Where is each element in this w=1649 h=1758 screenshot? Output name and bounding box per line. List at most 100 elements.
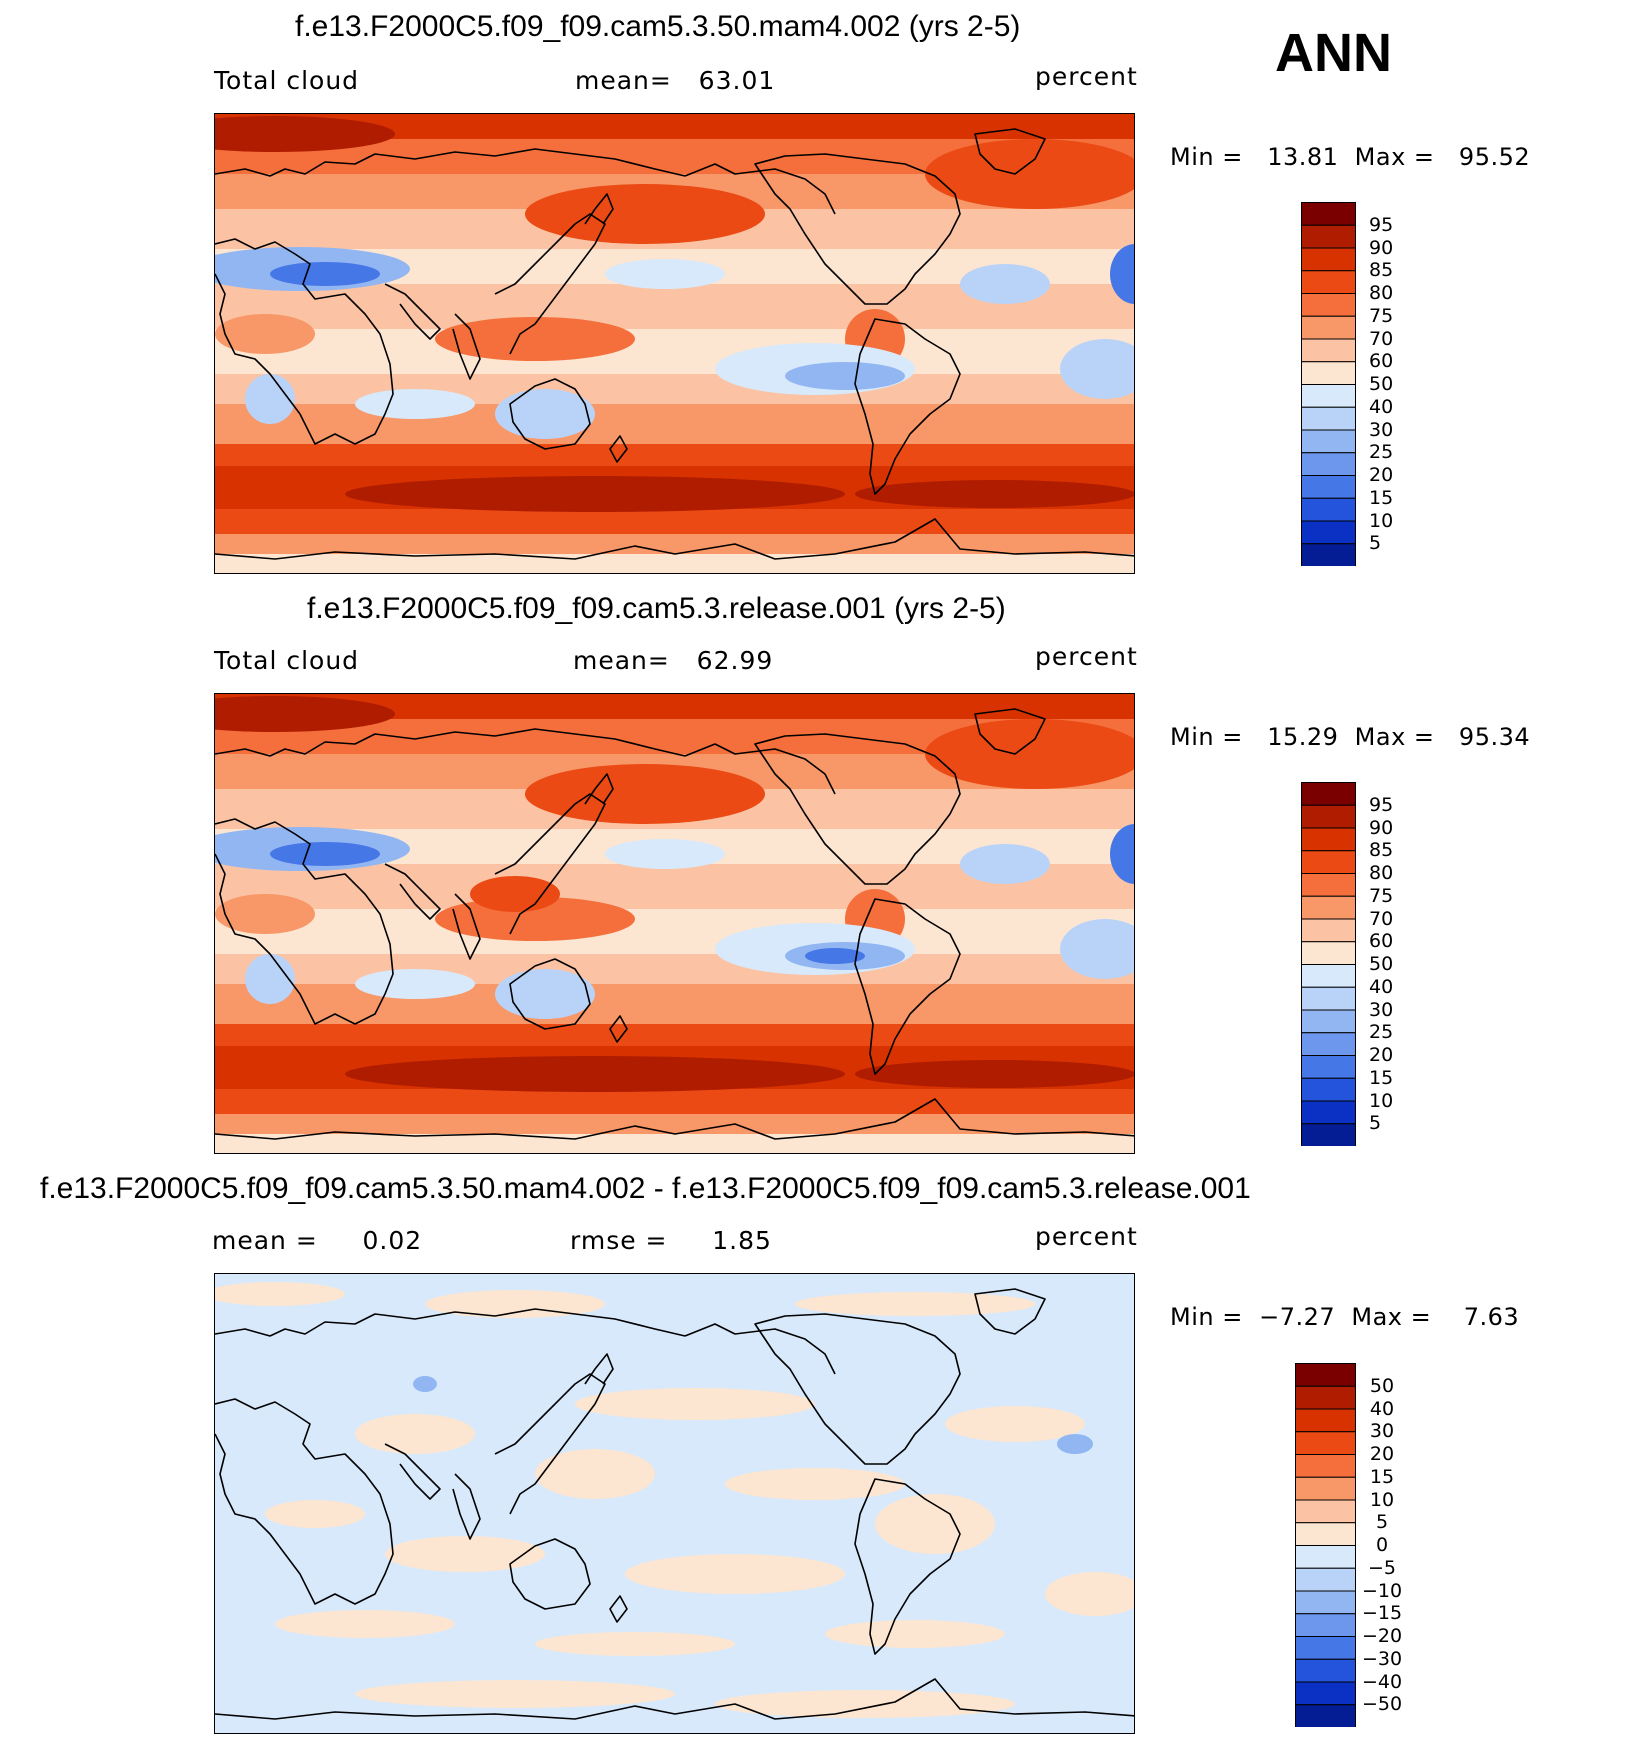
coastline: [215, 238, 394, 445]
cloud-region: [855, 480, 1134, 508]
cloud-band: [215, 404, 1134, 444]
colorbar-swatch: [1301, 1032, 1356, 1056]
panel-3-map: [214, 1273, 1135, 1734]
coastline: [494, 1373, 606, 1515]
colorbar-tick-label: 70: [1369, 907, 1394, 930]
colorbar-tick-label: 5: [1369, 532, 1382, 555]
panel-3-units: percent: [1035, 1222, 1138, 1251]
cloud-band: [215, 954, 1134, 984]
colorbar-swatch: [1295, 1385, 1356, 1410]
coastline: [754, 733, 961, 885]
colorbar-tick-label: −20: [1361, 1625, 1403, 1647]
coastline: [384, 1443, 441, 1500]
positive-difference-region: [265, 1500, 365, 1528]
colorbar-swatch: [1301, 895, 1356, 920]
coastline: [452, 313, 481, 380]
negative-difference-region: [413, 1376, 437, 1392]
colorbar-swatch: [1295, 1363, 1356, 1387]
colorbar-tick-label: 80: [1369, 862, 1394, 884]
positive-difference-region: [795, 1292, 1035, 1316]
coastline: [384, 863, 441, 920]
colorbar-swatch: [1295, 1567, 1356, 1592]
colorbar-tick-label: 30: [1369, 418, 1394, 441]
colorbar-swatch: [1301, 986, 1356, 1011]
colorbar-swatch: [1301, 384, 1356, 408]
colorbar-tick-label: 40: [1369, 1397, 1395, 1420]
cloud-band: [215, 444, 1134, 466]
coastline: [854, 1478, 961, 1655]
cloud-region: [435, 317, 635, 361]
panel-3-mean: mean = 0.02: [212, 1226, 423, 1255]
coastline: [494, 213, 606, 355]
colorbar-tick-label: 80: [1369, 282, 1394, 304]
coastline: [215, 1098, 1134, 1140]
colorbar-tick-label: 85: [1369, 259, 1394, 282]
colorbar-swatch: [1295, 1499, 1356, 1524]
coastline: [215, 728, 686, 757]
colorbar-swatch: [1301, 1123, 1356, 1146]
colorbar-swatch: [1301, 1055, 1356, 1079]
panel-2-map: [214, 693, 1135, 1154]
cloud-band: [215, 984, 1134, 1024]
coastline: [584, 1353, 614, 1385]
colorbar-tick-label: 95: [1369, 793, 1394, 816]
cloud-region: [245, 374, 295, 424]
cloud-region: [1060, 339, 1134, 399]
colorbar-swatch: [1301, 429, 1356, 454]
coastline: [609, 1015, 628, 1043]
colorbar-tick-label: 25: [1369, 1021, 1394, 1044]
cloud-region: [805, 948, 865, 964]
cloud-band: [215, 1134, 1134, 1153]
cloud-region: [1110, 824, 1134, 884]
colorbar-swatch: [1295, 1636, 1356, 1660]
cloud-region: [1060, 919, 1134, 979]
colorbar-swatch: [1295, 1590, 1356, 1615]
cloud-region: [435, 897, 635, 941]
colorbar-swatch: [1295, 1545, 1356, 1569]
colorbar-swatch: [1295, 1408, 1356, 1433]
panel-1-units: percent: [1035, 62, 1138, 91]
panel-3-minmax: Min = −7.27 Max = 7.63: [1170, 1303, 1520, 1331]
cloud-region: [345, 476, 845, 512]
panel-2-units: percent: [1035, 642, 1138, 671]
colorbar-swatch: [1295, 1476, 1356, 1501]
colorbar-tick-label: 60: [1369, 350, 1394, 373]
coastline: [854, 318, 961, 495]
cloud-band: [215, 554, 1134, 573]
colorbar-tick-label: −5: [1367, 1556, 1396, 1579]
cloud-region: [215, 314, 315, 354]
panel-2-minmax: Min = 15.29 Max = 95.34: [1170, 723, 1531, 751]
panel-3-colorbar: 50 40 30 20 15 10 5 0 −5 −10 −15 −20 −30 −40 −50: [1295, 1363, 1402, 1727]
colorbar-swatch: [1301, 202, 1356, 226]
colorbar-tick-label: 40: [1369, 975, 1394, 998]
cloud-field: [215, 114, 1134, 573]
colorbar-tick-label: 85: [1369, 839, 1394, 862]
coastline: [609, 435, 628, 463]
cloud-region: [355, 389, 475, 419]
panel-2-title: f.e13.F2000C5.f09_f09.cam5.3.release.001…: [307, 592, 1006, 625]
coastline: [684, 163, 836, 215]
cloud-region: [215, 116, 395, 152]
coastline: [609, 1595, 628, 1623]
colorbar-swatch: [1295, 1658, 1356, 1683]
cloud-band: [215, 374, 1134, 404]
colorbar-tick-label: 20: [1369, 1443, 1395, 1465]
colorbar-tick-label: −30: [1361, 1647, 1403, 1670]
coastline: [974, 708, 1046, 755]
colorbar-tick-label: 95: [1369, 213, 1394, 236]
cloud-region: [605, 259, 725, 289]
coastline: [215, 148, 686, 177]
cloud-band: [215, 1114, 1134, 1134]
colorbar-swatch: [1301, 850, 1356, 874]
coastline: [215, 1398, 394, 1605]
panel-3-title: f.e13.F2000C5.f09_f09.cam5.3.50.mam4.002…: [40, 1172, 1251, 1205]
positive-difference-region: [215, 1282, 345, 1306]
positive-difference-region: [575, 1388, 815, 1420]
cloud-region: [925, 139, 1134, 209]
coastline: [215, 818, 394, 1025]
colorbar-tick-label: 10: [1369, 1089, 1394, 1112]
coastline: [384, 283, 441, 340]
coastline: [684, 743, 836, 795]
colorbar-swatch: [1301, 224, 1356, 249]
cloud-region: [855, 1060, 1134, 1088]
